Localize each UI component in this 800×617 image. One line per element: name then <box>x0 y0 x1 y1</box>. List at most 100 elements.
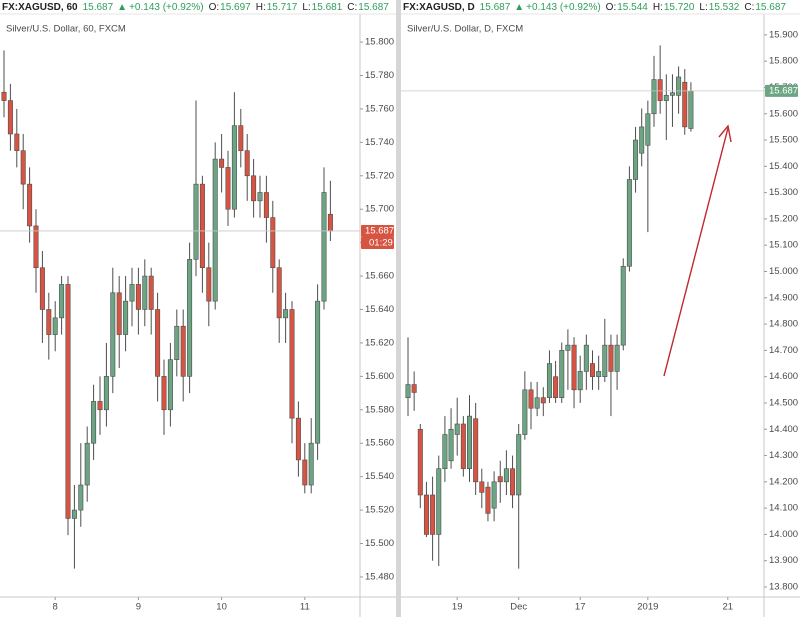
y-tick-label: 15.740 <box>365 137 394 148</box>
candle-body <box>180 325 186 377</box>
candle-body <box>84 442 90 486</box>
x-tick-label: 10 <box>216 602 227 613</box>
chart-title: Silver/U.S. Dollar, 60, FXCM <box>6 24 126 35</box>
candle-body <box>577 371 583 391</box>
candle-body <box>302 459 308 486</box>
countdown-label: 01:29 <box>369 237 393 248</box>
candle-body <box>602 344 608 377</box>
candle-body <box>129 284 135 302</box>
candle-body <box>20 150 26 185</box>
candle-body <box>52 317 58 335</box>
y-tick-label: 15.800 <box>365 37 394 48</box>
y-tick-label: 15.580 <box>365 404 394 415</box>
candle-body <box>510 468 516 496</box>
y-tick-label: 15.900 <box>769 29 798 40</box>
y-tick-label: 15.300 <box>769 187 798 198</box>
candle-body <box>238 125 244 152</box>
candle-body <box>97 401 103 411</box>
y-tick-label: 15.100 <box>769 240 798 251</box>
candle-body <box>583 344 589 372</box>
header-change: +0.143 (+0.92%) <box>526 2 601 13</box>
header-l-label: L: <box>699 2 707 13</box>
header-symbol: FX:XAGUSD, D <box>403 2 475 13</box>
y-tick-label: 14.100 <box>769 503 798 514</box>
candle-body <box>430 494 436 535</box>
candle-body <box>639 126 645 154</box>
candle-body <box>231 125 237 210</box>
header-low: 15.681 <box>312 2 343 13</box>
last-price-badge <box>765 84 798 97</box>
candle-body <box>651 79 657 115</box>
candle-body <box>174 325 180 360</box>
y-tick-label: 15.780 <box>365 70 394 81</box>
candle-body <box>14 133 20 152</box>
y-tick-label: 15.500 <box>365 538 394 549</box>
y-tick-label: 15.520 <box>365 505 394 516</box>
header-h-label: H: <box>653 2 663 13</box>
candle-body <box>212 158 218 302</box>
y-tick-label: 15.720 <box>365 170 394 181</box>
x-tick-label: 2019 <box>637 602 658 613</box>
candle-body <box>528 389 534 409</box>
candle-body <box>559 350 565 399</box>
y-tick-label: 13.900 <box>769 555 798 566</box>
candle-body <box>534 397 540 409</box>
candle-body <box>71 509 77 519</box>
header-high: 15.717 <box>267 2 298 13</box>
y-tick-label: 15.540 <box>365 471 394 482</box>
header-o-label: O: <box>209 2 220 13</box>
candle-body <box>65 284 71 519</box>
candle-body <box>116 292 122 335</box>
x-tick-label: 9 <box>136 602 141 613</box>
candle-body <box>315 300 321 444</box>
last-price-badge <box>361 224 394 237</box>
header-last: 15.687 <box>83 2 114 13</box>
candle-body <box>39 267 45 310</box>
trend-arrow <box>663 124 732 377</box>
candle-body <box>589 363 595 377</box>
y-tick-label: 14.000 <box>769 529 798 540</box>
symbol-header: FX:XAGUSD, 60 15.687 ▲ +0.143 (+0.92%) O:15.… <box>2 2 389 13</box>
countdown-badge <box>361 236 394 249</box>
candle-body <box>633 139 639 180</box>
header-o-label: O: <box>606 2 617 13</box>
y-tick-label: 15.600 <box>769 108 798 119</box>
last-price-label: 15.687 <box>769 85 798 96</box>
candle-body <box>682 81 688 128</box>
candle-body <box>270 217 276 269</box>
x-tick-label: 19 <box>452 602 463 613</box>
y-tick-label: 15.560 <box>365 438 394 449</box>
y-tick-label: 15.200 <box>769 213 798 224</box>
x-tick-label: 21 <box>723 602 734 613</box>
candle-body <box>442 434 448 469</box>
y-tick-label: 14.500 <box>769 397 798 408</box>
header-c-label: C: <box>744 2 754 13</box>
candle-body <box>321 192 327 302</box>
candle-body <box>522 389 528 435</box>
y-tick-label: 14.800 <box>769 319 798 330</box>
candle-body <box>1 91 7 101</box>
candle-body <box>454 423 460 435</box>
candle-body <box>663 95 669 101</box>
candle-body <box>244 150 250 177</box>
y-tick-label: 14.900 <box>769 292 798 303</box>
candle-body <box>503 468 509 483</box>
candle-body <box>135 284 141 310</box>
header-change: +0.143 (+0.92%) <box>129 2 204 13</box>
y-tick-label: 15.600 <box>365 371 394 382</box>
candle-body <box>276 267 282 319</box>
y-tick-label: 14.400 <box>769 424 798 435</box>
candle-body <box>167 359 173 411</box>
y-tick-label: 14.300 <box>769 450 798 461</box>
candle-body <box>516 434 522 496</box>
last-price-label: 15.687 <box>365 225 394 236</box>
y-tick-label: 15.480 <box>365 571 394 582</box>
header-open: 15.697 <box>220 2 251 13</box>
candle-body <box>466 415 472 469</box>
candle-body <box>103 376 109 411</box>
y-tick-label: 15.800 <box>769 56 798 67</box>
y-tick-label: 14.700 <box>769 345 798 356</box>
header-close: 15.687 <box>755 2 786 13</box>
candle-body <box>308 442 314 486</box>
candle-body <box>688 90 694 129</box>
